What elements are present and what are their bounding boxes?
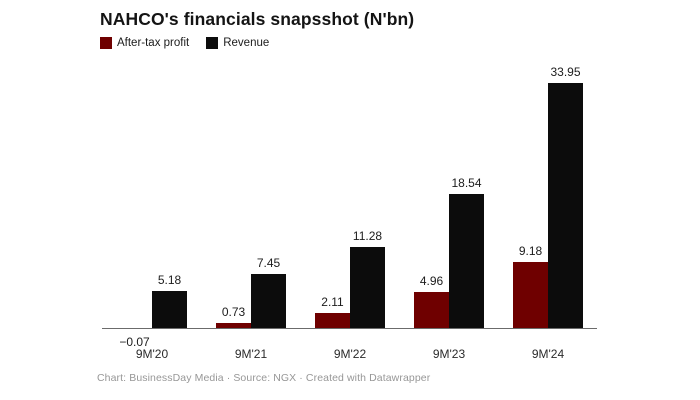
aftertaxprofit-bar-9m21 [216, 322, 251, 328]
revenue-bar-9m21 [251, 274, 286, 328]
aftertaxprofit-value-9m21: 0.73 [221, 304, 246, 319]
after-tax-profit-swatch [100, 37, 112, 49]
revenue-swatch [206, 37, 219, 49]
revenue-bar-9m20 [152, 290, 187, 328]
aftertaxprofit-value-9m24: 9.18 [518, 243, 543, 258]
x-tick-label-9m22: 9M'22 [333, 347, 367, 361]
legend-label-revenue: Revenue [223, 37, 270, 49]
x-tick-label-9m21: 9M'21 [234, 347, 268, 361]
revenue-bar-9m22 [350, 246, 385, 328]
revenue-value-9m20: 5.18 [157, 272, 182, 287]
legend-label-after-tax-profit: After-tax profit [117, 37, 190, 49]
attribution-footer: Chart: BusinessDay Media · Source: NGX ·… [97, 372, 431, 384]
legend-item-after-tax-profit: After-tax profit [100, 37, 189, 49]
legend: After-tax profit Revenue [100, 37, 269, 49]
revenue-bar-9m23 [449, 194, 484, 328]
aftertaxprofit-value-9m20: −0.07 [119, 335, 150, 349]
aftertaxprofit-value-9m22: 2.11 [321, 294, 344, 309]
aftertaxprofit-bar-9m23 [414, 292, 449, 328]
revenue-bar-9m24 [548, 82, 583, 328]
aftertaxprofit-bar-9m24 [513, 261, 548, 328]
revenue-value-9m23: 18.54 [451, 176, 482, 191]
x-tick-label-9m20: 9M'20 [135, 347, 169, 361]
aftertaxprofit-bar-9m22 [315, 312, 350, 328]
x-axis-baseline [102, 328, 597, 329]
x-tick-label-9m23: 9M'23 [432, 347, 466, 361]
aftertaxprofit-value-9m23: 4.96 [419, 274, 444, 289]
legend-item-revenue: Revenue [206, 37, 269, 49]
revenue-value-9m22: 11.28 [352, 228, 383, 243]
chart-title: NAHCO's financials snapsshot (N'bn) [100, 9, 415, 29]
x-tick-label-9m24: 9M'24 [531, 347, 565, 361]
revenue-value-9m24: 33.95 [550, 64, 581, 79]
revenue-value-9m21: 7.45 [256, 256, 281, 271]
